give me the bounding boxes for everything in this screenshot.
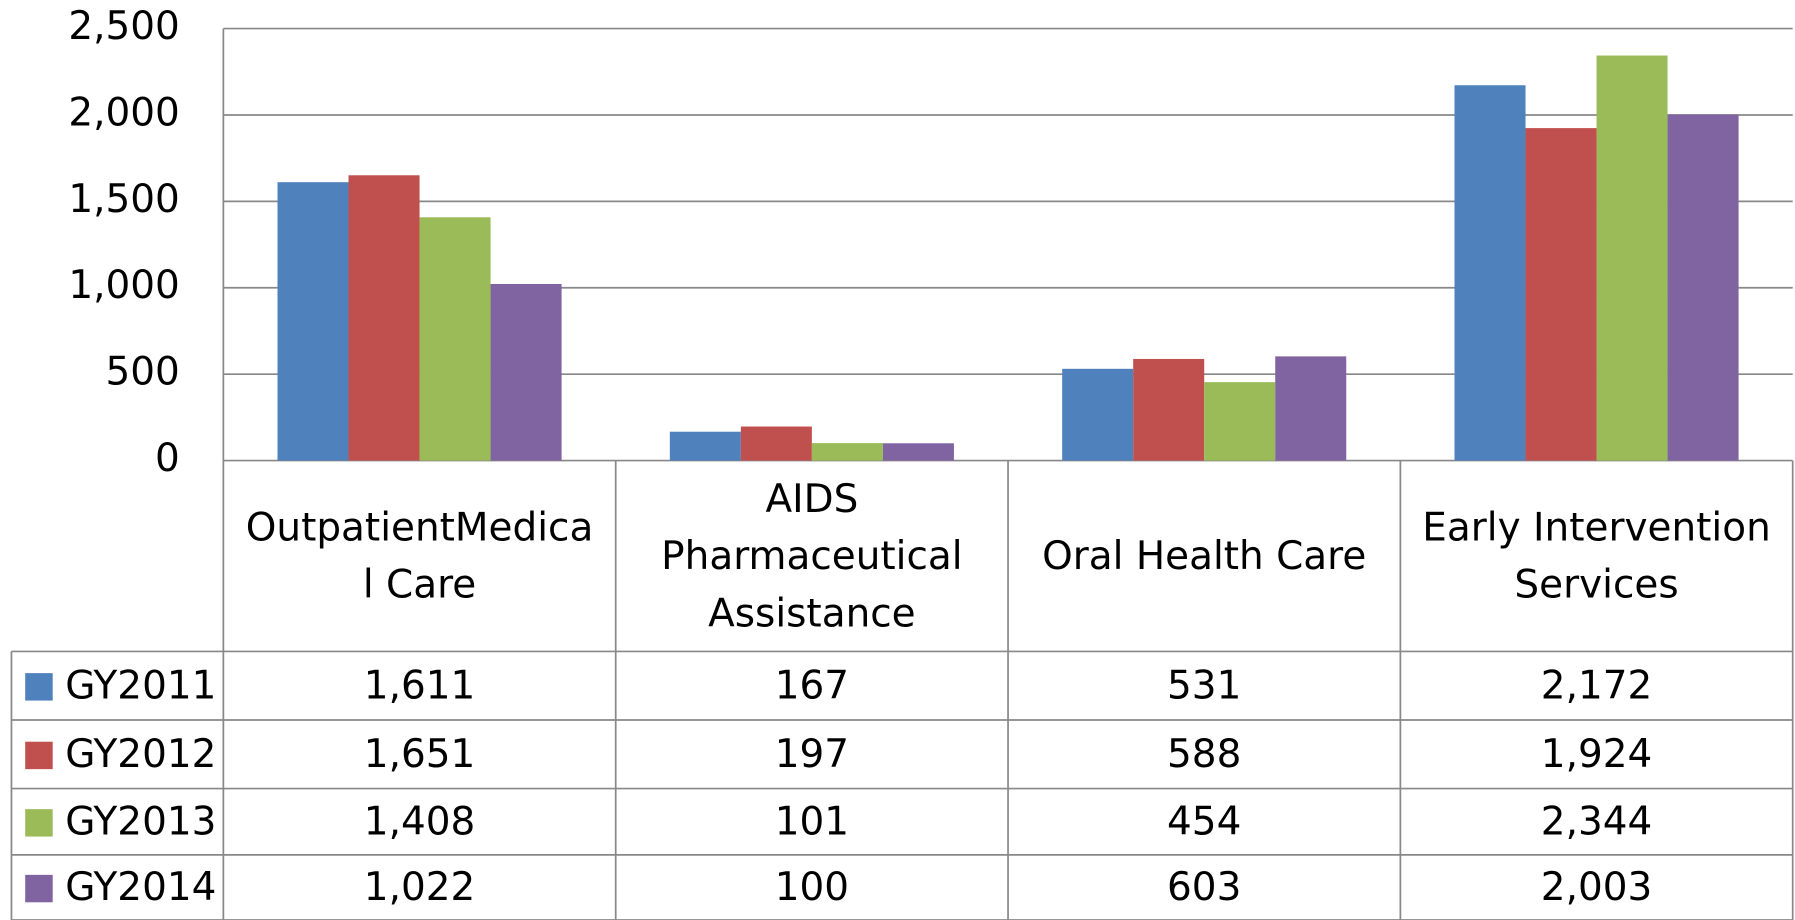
bar	[811, 443, 883, 461]
value-label: 588	[1167, 732, 1241, 777]
category-cell: AIDS Pharmaceutical Assistance	[661, 476, 963, 636]
x-tick-label: AIDS Pharmaceutical Assistance	[661, 476, 963, 636]
legend-label: GY2013	[65, 800, 216, 845]
value-label: 454	[1167, 800, 1241, 845]
value-label: 2,003	[1541, 865, 1652, 910]
bar	[1667, 114, 1739, 461]
legend-label: GY2014	[65, 865, 216, 910]
legend-label: GY2012	[65, 732, 216, 777]
legend-swatch	[25, 809, 53, 837]
bar	[277, 182, 349, 461]
value-label: 1,022	[364, 865, 475, 910]
bar	[419, 217, 491, 461]
legend-swatch	[25, 673, 53, 701]
category-cell: Early Intervention Services	[1422, 504, 1771, 608]
bar	[669, 431, 741, 461]
value-label: 1,611	[364, 664, 475, 709]
bar	[1596, 55, 1668, 461]
bar	[1275, 356, 1347, 461]
bar	[740, 426, 812, 461]
bar	[490, 283, 562, 461]
y-tick-label: 2,000	[68, 90, 179, 135]
y-tick-label: 1,000	[68, 263, 179, 308]
y-tick-label: 500	[106, 350, 180, 395]
value-label: 197	[775, 732, 849, 777]
bar	[882, 443, 954, 461]
y-tick-label: 0	[155, 436, 180, 481]
value-label: 101	[775, 800, 849, 845]
bar	[1525, 128, 1597, 461]
legend-swatch	[25, 874, 53, 903]
y-tick-label: 1,500	[68, 177, 179, 222]
x-tick-label: Early Intervention Services	[1422, 504, 1771, 608]
y-tick-label: 2,500	[68, 4, 179, 49]
category-cell: Oral Health Care	[1042, 533, 1367, 579]
legend-label: GY2011	[65, 664, 216, 709]
legend-swatch	[25, 741, 53, 770]
value-label: 1,651	[364, 732, 475, 777]
bar	[1062, 368, 1134, 461]
bar	[1204, 382, 1276, 461]
value-label: 603	[1167, 865, 1241, 910]
x-tick-label: OutpatientMedical Care	[245, 504, 594, 608]
value-label: 1,408	[364, 800, 475, 845]
value-label: 1,924	[1541, 732, 1652, 777]
bar	[1133, 358, 1205, 461]
value-label: 2,344	[1541, 800, 1652, 845]
bar	[348, 175, 420, 461]
x-tick-label: Oral Health Care	[1042, 533, 1367, 579]
value-label: 531	[1167, 664, 1241, 709]
value-label: 100	[775, 865, 849, 910]
value-label: 2,172	[1541, 664, 1652, 709]
bar	[1454, 85, 1526, 461]
category-cell: OutpatientMedical Care	[245, 504, 594, 608]
value-label: 167	[775, 664, 849, 709]
